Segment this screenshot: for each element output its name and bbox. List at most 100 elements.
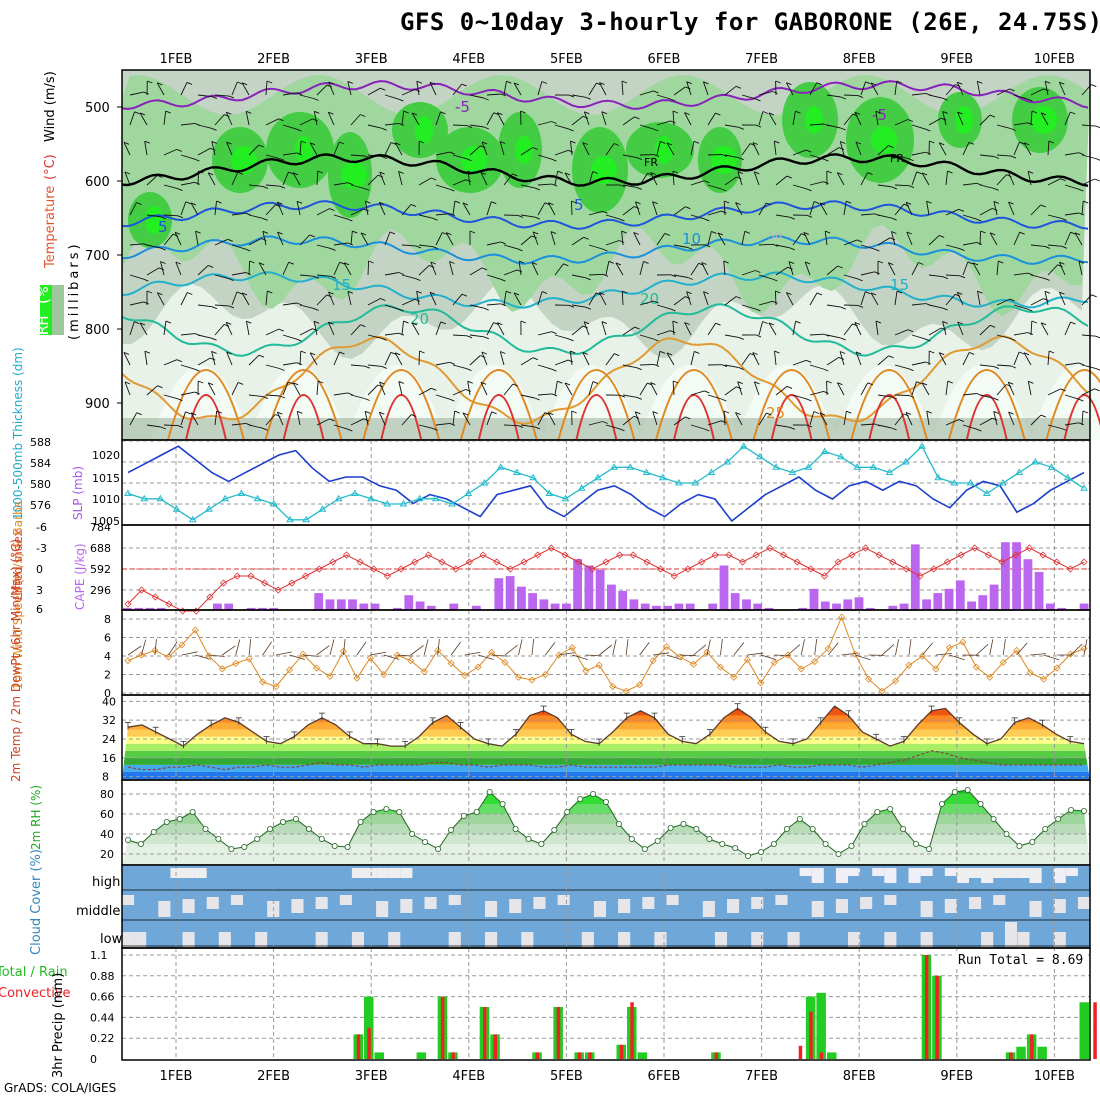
wind-barb-flag <box>825 230 831 234</box>
slp-line <box>127 445 1085 523</box>
wind-barb-flag <box>226 351 232 355</box>
thickness-point <box>577 484 586 491</box>
rh2m-point <box>202 826 209 833</box>
temp-band <box>122 729 1090 737</box>
wind-barb-flag <box>186 81 193 85</box>
thickness-point <box>820 447 829 454</box>
bottom-day-label: 1FEB <box>160 1069 193 1084</box>
wind-barb-flag <box>190 412 197 416</box>
thickness-point <box>415 494 424 502</box>
wind-barb-flag <box>889 237 896 241</box>
isotherm-line <box>121 80 1089 111</box>
wind-barb-10m <box>572 654 588 660</box>
lifted-point <box>957 551 965 559</box>
wind-barb <box>894 184 910 187</box>
wind-barb <box>735 412 743 426</box>
wind-barb-flag <box>804 261 811 265</box>
lifted-point <box>1012 551 1020 559</box>
wind-barb <box>207 172 216 186</box>
wind-barb <box>826 357 840 366</box>
wind-barb <box>1064 184 1079 190</box>
wind-barb <box>367 384 379 396</box>
wind-speed-point <box>595 661 603 669</box>
cape-bar <box>607 584 616 610</box>
contour-label: 50 <box>768 230 782 243</box>
wind-barb <box>197 147 211 156</box>
wind-barb <box>928 327 942 336</box>
wind-barb <box>717 232 726 246</box>
lifted-point <box>943 558 951 566</box>
cape-tick: 296 <box>90 584 111 597</box>
cloud-low-gap <box>920 932 933 948</box>
wind-barb-flag <box>377 174 384 178</box>
wind-barb <box>265 184 280 187</box>
wind-barb-flag <box>1018 351 1025 355</box>
wind-barb-flag <box>774 140 780 144</box>
cape-tick: 688 <box>90 542 111 555</box>
cape-bar <box>1023 559 1033 610</box>
wind-barb <box>226 351 233 366</box>
wind-barb-flag <box>505 290 512 294</box>
precip-total-label: Total / Rain <box>0 965 68 980</box>
cape-bar <box>652 605 661 610</box>
thickness-point <box>723 458 732 465</box>
cloud-high-gap <box>388 868 401 878</box>
wind-barb-flag <box>531 261 538 265</box>
wind-barb <box>146 385 158 396</box>
isotherm-arch <box>557 369 636 441</box>
wind-barb <box>860 271 875 276</box>
wind-barb <box>520 147 534 156</box>
wind-barb-flag <box>312 118 318 122</box>
precip-convective-label: Convective <box>0 986 71 1001</box>
wind-barb <box>316 170 319 186</box>
wind-barb <box>379 171 386 186</box>
wind-barb-flag <box>1027 308 1033 312</box>
wind-barb <box>231 172 239 186</box>
wind-barb-flag <box>634 326 640 330</box>
wind-barb <box>452 293 463 306</box>
wind-barb-flag <box>548 202 554 206</box>
wind-barb <box>350 394 365 399</box>
cloud-low-gap <box>581 932 594 948</box>
wind-barb-flag <box>531 235 537 239</box>
wind-barb <box>327 322 335 336</box>
rh2m-point <box>667 825 674 832</box>
wind-barb-10m <box>168 641 178 656</box>
wind-barb-flag <box>532 357 539 361</box>
cloud-mid-gap <box>182 899 195 913</box>
wind-barb-flag <box>365 200 371 204</box>
wind-barb-flag <box>462 412 469 416</box>
wind-barb-flag <box>715 322 721 326</box>
thickness-point <box>496 463 505 470</box>
wind-barb-flag <box>823 181 829 185</box>
wind-speed-point <box>447 659 455 667</box>
wind-barb <box>226 141 233 156</box>
wind-barb-flag <box>839 351 846 354</box>
wind-barb <box>707 184 722 190</box>
cape-bar <box>1034 571 1044 610</box>
wind-barb <box>367 334 382 339</box>
wind-barb-flag <box>329 418 335 422</box>
lifted-point <box>930 565 938 573</box>
wind-barb-flag <box>379 411 385 415</box>
precip-convective-bar <box>493 1034 497 1059</box>
thickness-point <box>1031 458 1040 465</box>
wind-barb-flag <box>1070 111 1076 115</box>
wind-barb-flag <box>837 265 843 269</box>
wind-barb <box>1081 201 1084 216</box>
wind-barb-flag <box>1040 414 1047 418</box>
cape-bar <box>685 603 695 610</box>
wind-barb <box>809 333 825 336</box>
wind-barb-flag <box>634 116 640 120</box>
wind-barb <box>309 142 318 156</box>
wind-barb-10m <box>760 654 777 660</box>
wind-barb <box>367 124 382 129</box>
wind-barb <box>786 292 794 306</box>
wind-barb-10m <box>827 642 839 656</box>
wind-barb <box>996 298 1010 306</box>
wind-barb <box>979 394 994 399</box>
wind-barb <box>156 292 165 306</box>
wind-barb-flag <box>672 110 679 114</box>
wind-barb-flag <box>738 126 744 130</box>
wind-barb <box>979 324 991 336</box>
